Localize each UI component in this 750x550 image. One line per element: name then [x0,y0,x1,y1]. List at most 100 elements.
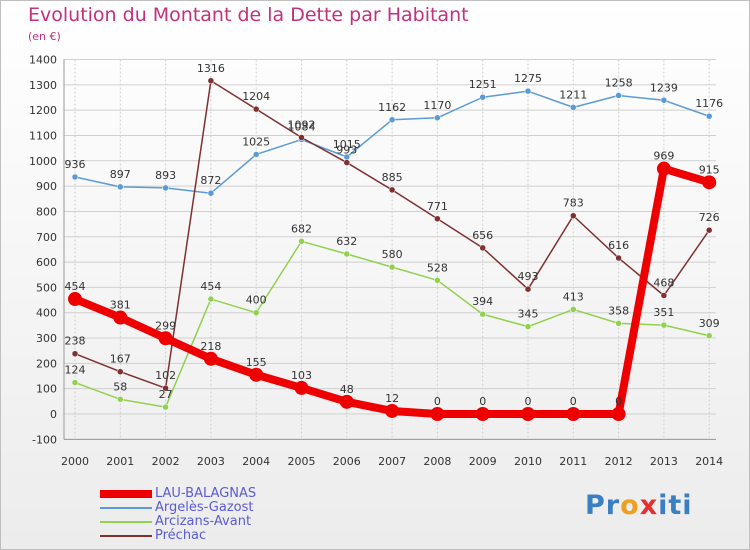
data-label: 893 [155,169,176,182]
y-tick-label: 900 [36,180,57,193]
data-point [298,134,305,141]
data-point [117,368,124,375]
data-point [656,161,671,176]
data-point [615,92,622,99]
legend-label: LAU-BALAGNAS [155,486,257,501]
data-label: 381 [110,299,131,312]
data-point [570,104,577,111]
data-point [660,97,668,104]
logo-letter: r [605,490,621,521]
data-label: 413 [563,290,584,303]
data-label: 58 [113,380,127,393]
data-label: 102 [155,369,176,382]
x-tick-label: 2006 [333,455,361,468]
data-point [339,394,354,409]
data-point [388,186,396,194]
data-label: 238 [65,335,86,348]
data-point [705,332,713,340]
data-label: 48 [340,383,354,396]
data-label: 400 [246,294,267,307]
data-label: 218 [200,340,221,353]
proxiti-logo: Proxiti [585,490,693,521]
logo-letter: P [585,490,606,521]
data-point [660,321,668,329]
data-label: 1258 [605,76,633,89]
data-label: 124 [65,364,86,377]
data-point [570,306,577,313]
x-tick-label: 2000 [61,455,89,468]
x-tick-label: 2010 [514,455,542,468]
data-point [252,309,260,316]
data-label: 1084 [288,121,316,134]
data-point [615,320,622,327]
data-point [434,114,441,122]
data-label: 454 [65,280,86,293]
data-label: 1239 [650,81,678,94]
data-label: 915 [699,163,720,176]
logo-letter: i [682,490,693,521]
x-tick-label: 2001 [106,455,134,468]
data-label: 155 [246,356,267,369]
data-label: 27 [159,388,173,401]
data-label: 885 [382,171,403,184]
data-label: 0 [434,395,441,408]
data-label: 1251 [469,78,497,91]
y-tick-label: -100 [32,433,57,446]
data-point [434,277,441,284]
data-point [207,77,215,85]
y-tick-label: 1300 [29,79,57,92]
legend-swatch [100,490,152,498]
data-label: 167 [110,353,131,366]
x-tick-label: 2003 [197,455,225,468]
data-label: 656 [472,229,493,242]
data-label: 783 [563,197,584,210]
data-label: 1275 [514,72,542,85]
x-tick-label: 2012 [605,455,633,468]
data-point [705,112,713,120]
data-point [252,105,260,113]
data-label: 351 [653,306,674,319]
data-point [343,250,351,258]
x-tick-label: 2002 [152,455,180,468]
y-tick-label: 1200 [29,104,57,117]
data-point [294,380,309,395]
data-label: 309 [699,317,720,330]
data-label: 528 [427,261,448,274]
data-label: 0 [615,395,622,408]
y-tick-label: 200 [36,357,57,370]
data-point [203,351,218,366]
data-label: 1316 [197,62,225,75]
data-point [162,184,169,192]
data-label: 1211 [559,88,587,101]
data-label: 1204 [242,90,270,103]
data-point [570,212,577,219]
legend-label: Arcizans-Avant [155,514,252,529]
legend-label: Préchac [155,528,207,543]
y-tick-label: 800 [36,205,57,218]
data-point [660,292,668,299]
data-point [388,263,396,271]
data-point [252,151,260,158]
data-point [117,396,124,403]
legend-swatch [100,507,152,509]
data-label: 993 [336,144,357,157]
x-tick-label: 2011 [559,455,587,468]
data-point [207,189,215,197]
logo-letter: i [658,490,669,521]
data-point [117,183,124,191]
data-point [71,350,79,357]
data-point [475,407,490,421]
logo-letter: x [639,490,659,521]
data-point [434,215,441,223]
data-label: 358 [608,304,629,317]
data-label: 1092 [288,119,316,132]
y-tick-label: 1100 [29,129,57,142]
x-tick-label: 2005 [288,455,316,468]
chart-title: Evolution du Montant de la Dette par Hab… [28,4,469,26]
data-label: 493 [518,270,539,283]
y-tick-label: 500 [36,281,57,294]
data-label: 936 [65,158,86,171]
data-point [71,379,79,386]
data-point [162,384,169,392]
x-tick-label: 2009 [469,455,497,468]
